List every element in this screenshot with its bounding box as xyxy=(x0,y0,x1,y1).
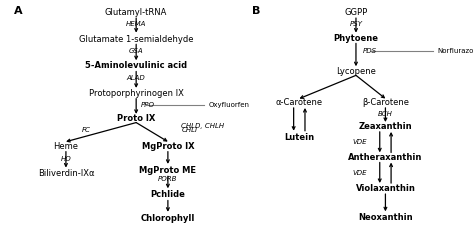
Text: PPO: PPO xyxy=(141,102,155,108)
Text: PORB: PORB xyxy=(158,176,178,182)
Text: Phytoene: Phytoene xyxy=(334,34,378,43)
Text: α-Carotene: α-Carotene xyxy=(276,98,323,107)
Text: CHLI: CHLI xyxy=(182,127,198,133)
Text: Glutamyl-tRNA: Glutamyl-tRNA xyxy=(105,8,167,17)
Text: β-Carotene: β-Carotene xyxy=(362,98,409,107)
Text: Glutamate 1-semialdehyde: Glutamate 1-semialdehyde xyxy=(79,35,193,44)
Text: MgProto IX: MgProto IX xyxy=(142,142,194,151)
Text: MgProto ME: MgProto ME xyxy=(139,166,196,175)
Text: Norflurazon: Norflurazon xyxy=(438,48,474,54)
Text: VDE: VDE xyxy=(353,139,367,145)
Text: Zeaxanthin: Zeaxanthin xyxy=(359,122,412,131)
Text: Violaxanthin: Violaxanthin xyxy=(356,184,415,193)
Text: ALAD: ALAD xyxy=(127,75,146,81)
Text: B: B xyxy=(252,6,260,16)
Text: Proto IX: Proto IX xyxy=(117,114,155,123)
Text: HEMA: HEMA xyxy=(126,21,146,27)
Text: A: A xyxy=(14,6,22,16)
Text: Antheraxanthin: Antheraxanthin xyxy=(348,153,423,162)
Text: VDE: VDE xyxy=(353,170,367,176)
Text: Lycopene: Lycopene xyxy=(336,67,376,76)
Text: Heme: Heme xyxy=(54,142,78,151)
Text: Oxyfluorfen: Oxyfluorfen xyxy=(209,102,250,108)
Text: BCH: BCH xyxy=(378,111,393,117)
Text: PDS: PDS xyxy=(363,48,377,54)
Text: PSY: PSY xyxy=(349,21,363,27)
Text: Pchlide: Pchlide xyxy=(150,190,185,199)
Text: FC: FC xyxy=(82,127,91,133)
Text: GSA: GSA xyxy=(129,48,144,54)
Text: Lutein: Lutein xyxy=(284,133,314,141)
Text: GGPP: GGPP xyxy=(344,8,368,17)
Text: Chlorophyll: Chlorophyll xyxy=(141,214,195,223)
Text: HO: HO xyxy=(61,157,71,162)
Text: Biliverdin-IXα: Biliverdin-IXα xyxy=(37,169,94,178)
Text: Protoporphyrinogen IX: Protoporphyrinogen IX xyxy=(89,89,183,98)
Text: 5-Aminolevulinic acid: 5-Aminolevulinic acid xyxy=(85,61,187,70)
Text: CHLD, CHLH: CHLD, CHLH xyxy=(182,123,225,129)
Text: Neoxanthin: Neoxanthin xyxy=(358,213,413,222)
